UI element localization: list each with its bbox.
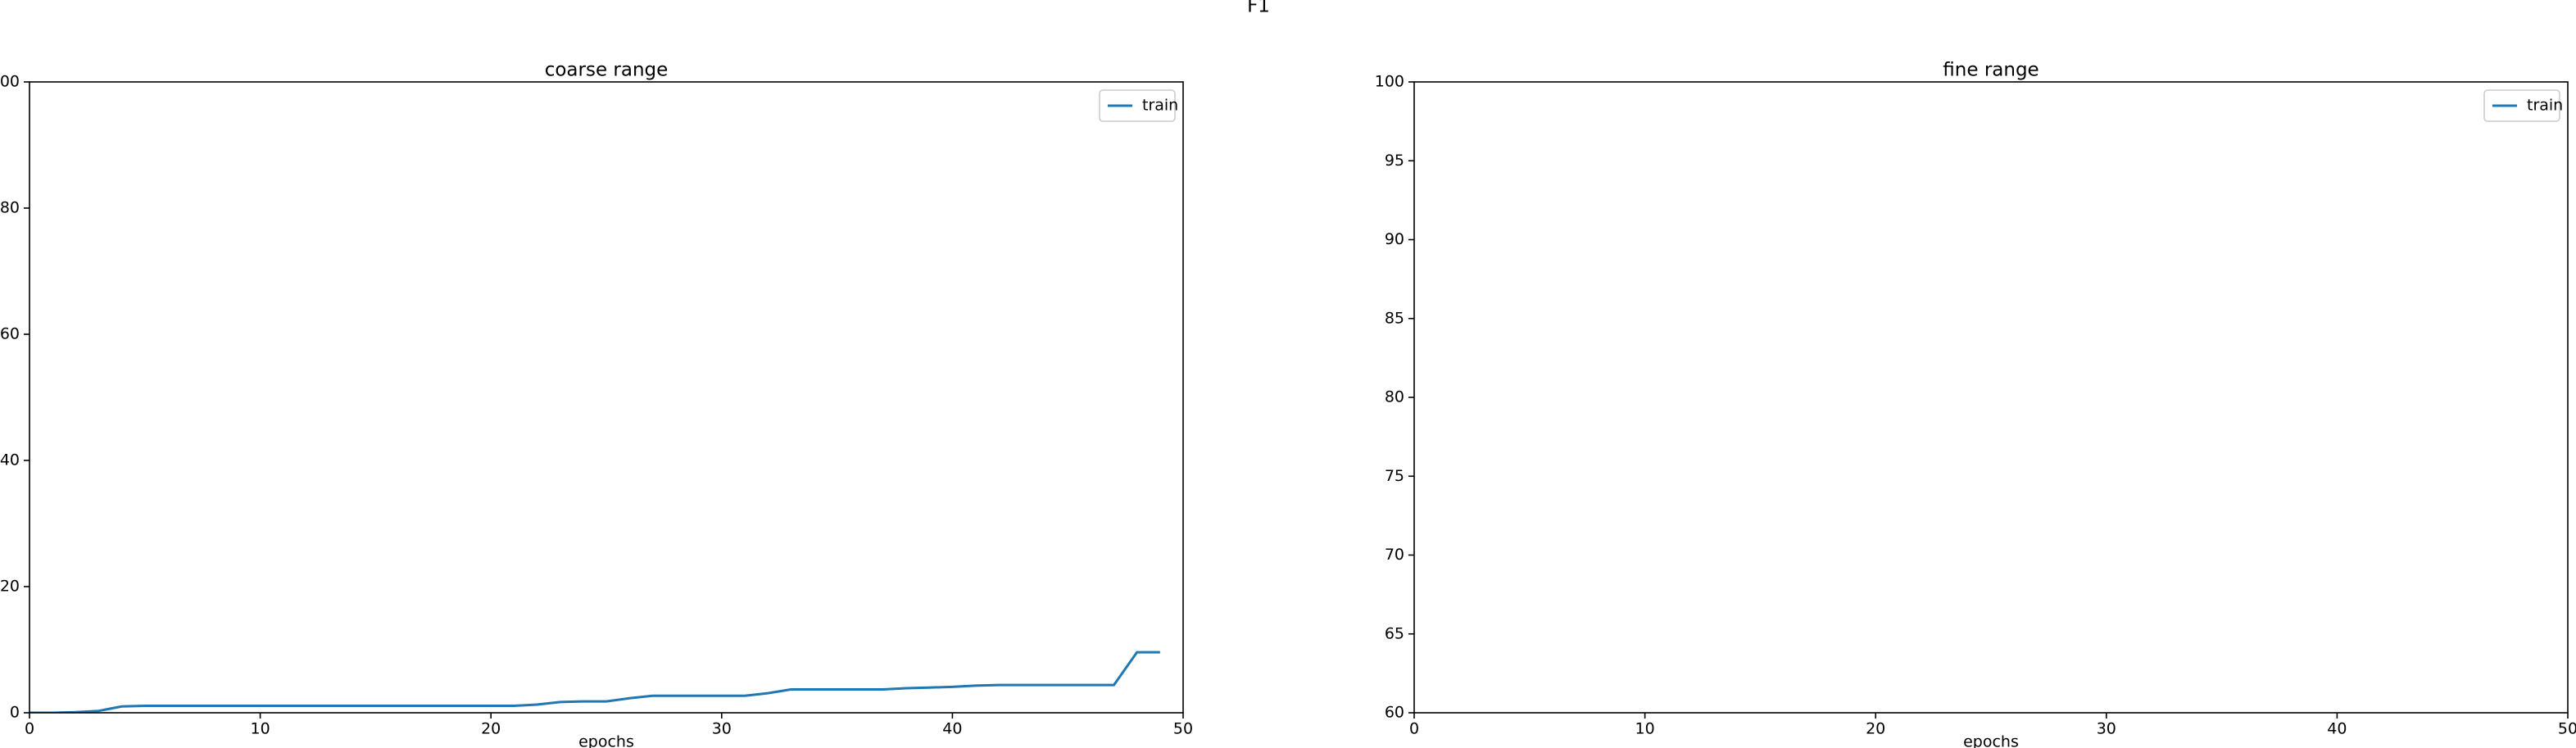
- legend-box: [2483, 89, 2560, 122]
- x-tick-label: 30: [2097, 720, 2116, 738]
- x-tick-label: 10: [1635, 720, 1655, 738]
- axes-frame: [29, 81, 1184, 714]
- y-tick-label: 85: [1385, 309, 1404, 327]
- figure-title: F1: [1247, 0, 1270, 17]
- x-tick-label: 20: [481, 720, 501, 738]
- axes-frame: [1413, 81, 2569, 714]
- y-tick-label: 20: [0, 578, 20, 596]
- y-tick-label: 90: [1385, 230, 1404, 248]
- y-tick-label: 60: [1385, 704, 1404, 722]
- x-tick-label: 30: [712, 720, 732, 738]
- x-axis-label: epochs: [578, 733, 634, 748]
- y-tick-label: 75: [1385, 467, 1404, 485]
- y-tick-label: 100: [0, 73, 20, 91]
- axes-title: coarse range: [545, 60, 669, 81]
- y-tick-label: 100: [1375, 73, 1404, 91]
- plot-area: [29, 651, 1160, 713]
- x-axis-label: epochs: [1963, 733, 2019, 748]
- y-tick-label: 95: [1385, 152, 1404, 170]
- x-tick-label: 50: [2558, 720, 2576, 738]
- legend-label: train: [1142, 97, 1178, 115]
- line-series: [29, 651, 1160, 713]
- legend-box: [1099, 89, 1176, 122]
- x-tick-label: 0: [25, 720, 34, 738]
- x-tick-label: 50: [1173, 720, 1193, 738]
- y-tick-label: 40: [0, 451, 20, 469]
- x-tick-label: 10: [251, 720, 270, 738]
- y-tick-label: 80: [0, 199, 20, 217]
- y-tick-label: 70: [1385, 546, 1404, 564]
- x-tick-label: 20: [1866, 720, 1885, 738]
- y-tick-label: 80: [1385, 388, 1404, 406]
- y-tick-label: 60: [0, 325, 20, 343]
- y-tick-label: 0: [10, 704, 20, 722]
- axes-title: fine range: [1943, 60, 2039, 81]
- x-tick-label: 0: [1409, 720, 1419, 738]
- legend-label: train: [2527, 97, 2563, 115]
- y-tick-label: 65: [1385, 624, 1404, 642]
- x-tick-label: 40: [2327, 720, 2347, 738]
- x-tick-label: 40: [942, 720, 962, 738]
